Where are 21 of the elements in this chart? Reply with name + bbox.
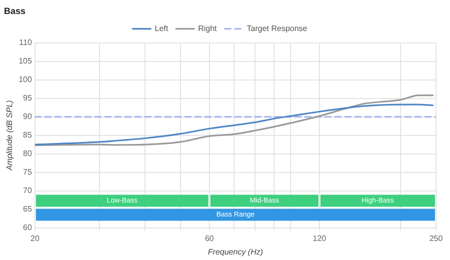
y-tick-label: 80 bbox=[23, 149, 32, 158]
x-tick-label: 120 bbox=[312, 234, 327, 243]
y-tick-label: 65 bbox=[23, 204, 32, 214]
x-axis-title: Frequency (Hz) bbox=[208, 247, 264, 256]
x-tick-label: 20 bbox=[30, 234, 40, 243]
chart-title: Bass bbox=[4, 6, 26, 16]
y-tick-label: 95 bbox=[23, 94, 32, 103]
y-tick-label: 105 bbox=[18, 56, 32, 66]
y-tick-label: 70 bbox=[23, 186, 32, 196]
y-tick-label: 90 bbox=[23, 112, 32, 122]
y-tick-label: 75 bbox=[23, 168, 32, 177]
x-tick-label: 250 bbox=[429, 234, 444, 243]
legend-label: Right bbox=[198, 24, 218, 34]
y-tick-label: 100 bbox=[18, 75, 32, 84]
y-axis-title: Amplitude (dB SPL) bbox=[5, 100, 14, 172]
y-tick-label: 60 bbox=[23, 223, 32, 232]
legend-label: Left bbox=[154, 24, 169, 34]
y-tick-label: 110 bbox=[19, 38, 32, 48]
y-tick-label: 85 bbox=[23, 130, 32, 140]
legend-label: Target Response bbox=[246, 24, 308, 34]
x-tick-label: 60 bbox=[204, 234, 214, 243]
